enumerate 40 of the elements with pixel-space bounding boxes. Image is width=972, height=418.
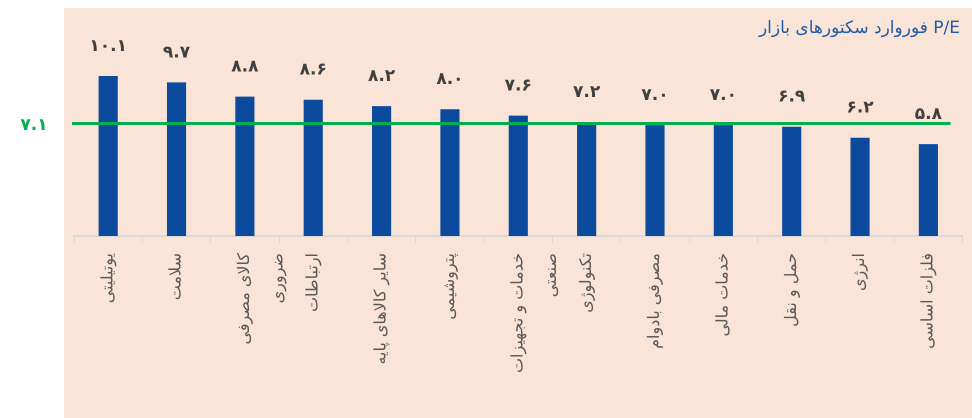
data-label: ۷.۲: [573, 82, 601, 102]
data-label: ۸.۰: [436, 69, 464, 90]
x-tick-label: حمل و نقل: [780, 253, 800, 327]
bar: [714, 125, 733, 236]
data-label: ۶.۲: [846, 98, 874, 118]
bar: [304, 100, 323, 236]
data-label: ۵.۸: [914, 104, 943, 124]
x-tick-label: تکنولوژی: [576, 253, 595, 313]
x-tick-label: یوتیلیتی: [97, 253, 116, 304]
bar: [782, 126, 802, 236]
data-label: ۸.۶: [300, 60, 327, 80]
chart-title: P/E فوروارد سکتورهای بازار: [758, 18, 960, 38]
bar: [850, 138, 870, 236]
x-tick-label: سلامت: [166, 253, 185, 300]
data-label: ۶.۹: [778, 86, 806, 107]
data-label: ۷.۰: [641, 85, 669, 106]
bar: [918, 144, 938, 236]
bar: [98, 76, 118, 236]
bar: [166, 82, 186, 236]
data-label: ۸.۸: [231, 56, 260, 77]
bar: [440, 109, 460, 236]
bar: [372, 106, 392, 236]
x-tick-label: انرژی: [849, 253, 868, 291]
x-tick-label: کالای مصرفی ضروری: [234, 252, 287, 344]
data-label: ۸.۲: [368, 66, 396, 86]
data-label: ۷.۶: [504, 76, 532, 96]
data-label: ۷.۰: [710, 85, 737, 106]
ref-line-label: ۷.۱: [20, 114, 48, 135]
data-label: ۱۰.۱: [89, 36, 127, 56]
bar: [645, 125, 665, 236]
x-tick-label: پتروشیمی: [439, 253, 458, 320]
x-tick-label: فلزات اساسی: [918, 253, 937, 349]
bar: [508, 116, 528, 236]
x-tick-label: خدمات و تجهیزات صنعتی: [507, 253, 560, 374]
x-tick-label: خدمات مالی: [712, 253, 732, 337]
x-tick-label: سایر کالاهای پایه: [370, 253, 390, 365]
data-label: ۹.۷: [162, 42, 191, 62]
bar: [235, 96, 254, 236]
x-tick-label: ارتباطات: [302, 253, 322, 312]
x-tick-label: مصرفی بادوام: [644, 253, 664, 349]
